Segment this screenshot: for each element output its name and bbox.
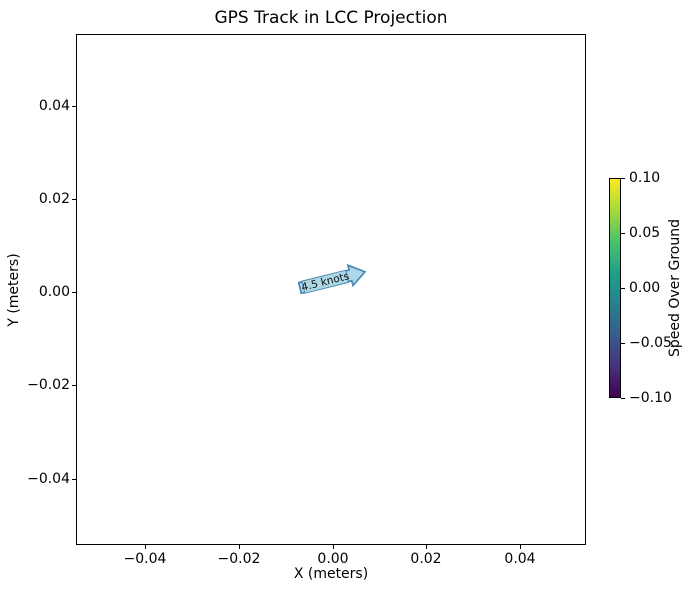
y-tick-mark bbox=[72, 292, 76, 293]
colorbar-gradient bbox=[609, 178, 621, 398]
x-tick-mark bbox=[426, 545, 427, 549]
x-tick-label: 0.00 bbox=[317, 551, 349, 567]
x-tick-label: −0.04 bbox=[123, 551, 167, 567]
y-tick-label: 0.02 bbox=[38, 191, 70, 207]
colorbar-tick-label: −0.05 bbox=[629, 335, 672, 351]
colorbar-tick-label: 0.10 bbox=[629, 170, 661, 186]
colorbar-tick-mark bbox=[621, 398, 625, 399]
colorbar-tick-label: 0.00 bbox=[629, 280, 661, 296]
y-tick-mark bbox=[72, 479, 76, 480]
colorbar-tick-mark bbox=[621, 343, 625, 344]
y-tick-label: −0.02 bbox=[27, 377, 70, 393]
colorbar-tick-mark bbox=[621, 178, 625, 179]
x-tick-mark bbox=[520, 545, 521, 549]
x-tick-label: −0.02 bbox=[217, 551, 261, 567]
x-tick-mark bbox=[239, 545, 240, 549]
y-tick-mark bbox=[72, 106, 76, 107]
y-tick-label: 0.00 bbox=[38, 284, 70, 300]
colorbar-tick-mark bbox=[621, 233, 625, 234]
colorbar-tick-label: −0.10 bbox=[629, 390, 672, 406]
speed-annotation: 4.5 knots bbox=[297, 263, 367, 295]
annotation-textbox bbox=[301, 269, 350, 294]
x-axis-label: X (meters) bbox=[293, 566, 369, 582]
y-tick-label: −0.04 bbox=[27, 471, 70, 487]
annotation-label: 4.5 knots bbox=[300, 270, 350, 293]
y-tick-label: 0.04 bbox=[38, 98, 70, 114]
plot-area bbox=[76, 34, 586, 545]
colorbar-tick-label: 0.05 bbox=[629, 225, 661, 241]
x-tick-label: 0.04 bbox=[504, 551, 536, 567]
colorbar-axis-label: Speed Over Ground bbox=[667, 219, 683, 357]
x-tick-label: 0.02 bbox=[410, 551, 442, 567]
y-tick-mark bbox=[72, 199, 76, 200]
x-tick-mark bbox=[145, 545, 146, 549]
y-axis-label: Y (meters) bbox=[6, 253, 22, 327]
x-tick-mark bbox=[333, 545, 334, 549]
chart-title: GPS Track in LCC Projection bbox=[214, 8, 448, 28]
colorbar-tick-mark bbox=[621, 288, 625, 289]
y-tick-mark bbox=[72, 385, 76, 386]
